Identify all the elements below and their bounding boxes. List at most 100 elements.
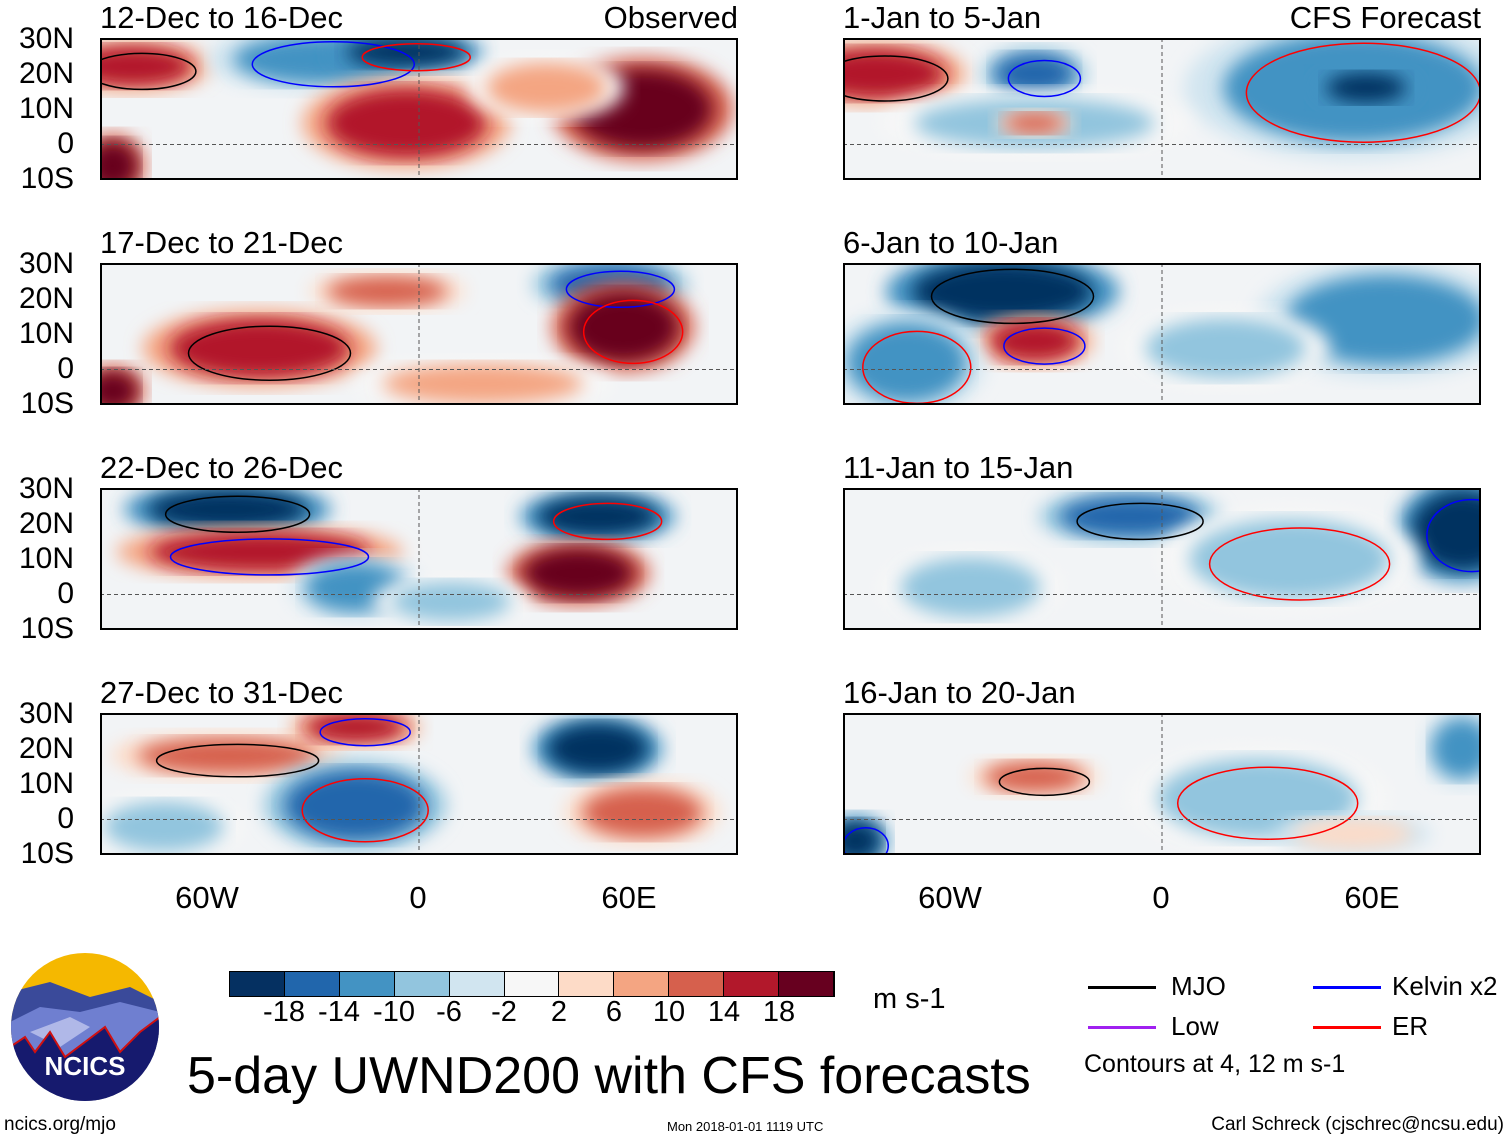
anomaly-region (846, 322, 967, 403)
lat-tick-label: 0 (57, 127, 74, 160)
map-frame (843, 38, 1481, 180)
lon-tick-label: 60E (601, 880, 657, 915)
anomaly-map (843, 38, 1481, 180)
lat-tick-label: 20N (18, 732, 74, 765)
anomaly-region (582, 787, 703, 838)
mjo-contour (100, 52, 197, 91)
logo-text: NCICS (45, 1051, 126, 1081)
footer-url[interactable]: ncics.org/mjo (4, 1114, 116, 1135)
panel-title: 22-Dec to 26-Dec (100, 450, 343, 485)
lat-tick-label: 30N (18, 22, 74, 55)
er-contour (361, 42, 471, 72)
anomaly-region (1285, 274, 1481, 365)
lat-tick-label: 30N (18, 247, 74, 280)
anomaly-region (305, 713, 406, 743)
mjo-contour (930, 268, 1095, 325)
colorbar-swatch (230, 972, 285, 996)
colorbar-tick-label: -6 (436, 996, 462, 1028)
kelvin-contour (1426, 498, 1481, 573)
lat-tick-label: 10N (18, 767, 74, 800)
map-frame (100, 713, 738, 855)
panel-title: 12-Dec to 16-Dec (100, 0, 343, 35)
colorbar-swatch (339, 972, 395, 996)
lat-tick-label: 10N (18, 542, 74, 575)
anomaly-map (100, 488, 738, 630)
map-frame (843, 263, 1481, 405)
map-frame (843, 488, 1481, 630)
anomaly-region (1060, 496, 1201, 537)
colorbar-swatch (724, 972, 780, 996)
anomaly-map (843, 488, 1481, 630)
er-contour (1176, 766, 1359, 840)
legend-label-low: Low (1171, 1011, 1219, 1041)
colorbar-tick-label: -14 (318, 996, 360, 1028)
colorbar-swatch (449, 972, 505, 996)
legend-swatch-kelvin (1313, 986, 1381, 989)
legend-swatch-low (1088, 1026, 1156, 1029)
kelvin-contour (565, 270, 676, 309)
contour-note: Contours at 4, 12 m s-1 (1084, 1050, 1346, 1078)
colorbar-swatch (669, 972, 725, 996)
map-frame (843, 713, 1481, 855)
colorbar-tick-label: 10 (652, 996, 686, 1028)
anomaly-region (568, 291, 679, 362)
kelvin-contour (319, 717, 411, 747)
anomaly-region (1431, 718, 1481, 779)
lon-tick-label: 60W (175, 880, 239, 915)
legend-label-kelvin: Kelvin x2 (1392, 971, 1498, 1001)
anomaly-region (327, 276, 448, 307)
anomaly-map (843, 263, 1481, 405)
anomaly-region (900, 557, 1041, 618)
anomaly-region (1411, 490, 1481, 571)
anomaly-region (1326, 72, 1407, 103)
colorbar-swatch (504, 972, 560, 996)
anomaly-region (103, 801, 224, 852)
lon-tick-label: 60W (918, 880, 982, 915)
anomaly-region (843, 48, 945, 99)
mjo-contour (187, 325, 352, 381)
anomaly-map (100, 38, 738, 180)
figure-title: 5-day UWND200 with CFS forecasts (187, 1047, 1031, 1105)
anomaly-region (537, 496, 658, 537)
lat-tick-label: 20N (18, 282, 74, 315)
colorbar-swatch (559, 972, 615, 996)
lat-tick-label: 10S (20, 837, 74, 870)
panel-title: 27-Dec to 31-Dec (100, 675, 343, 710)
lat-tick-label: 20N (18, 57, 74, 90)
panel-title: 11-Jan to 15-Jan (843, 450, 1074, 485)
panel-title: 6-Jan to 10-Jan (843, 225, 1059, 260)
er-contour (582, 299, 684, 365)
colorbar-swatch (394, 972, 450, 996)
legend-swatch-er (1313, 1026, 1381, 1029)
lat-tick-label: 10S (20, 162, 74, 195)
colorbar-tick-label: 14 (707, 996, 741, 1028)
colorbar-tick-label: 6 (605, 996, 623, 1028)
anomaly-region (326, 88, 487, 159)
legend-label-mjo: MJO (1171, 971, 1226, 1001)
anomaly-map (100, 713, 738, 855)
lat-tick-label: 0 (57, 352, 74, 385)
colorbar-swatch (779, 972, 834, 996)
er-contour (1208, 527, 1391, 601)
ncics-logo: NCICS (11, 953, 159, 1101)
anomaly-region (390, 581, 511, 622)
lat-tick-label: 30N (18, 697, 74, 730)
colorbar (229, 971, 835, 997)
anomaly-region (486, 62, 607, 113)
anomaly-map (843, 713, 1481, 855)
colorbar-swatch (284, 972, 340, 996)
kelvin-contour (1003, 327, 1086, 365)
anomaly-region (1145, 318, 1306, 379)
colorbar-swatch (614, 972, 670, 996)
anomaly-region (994, 53, 1075, 94)
map-frame (100, 263, 738, 405)
anomaly-region (547, 723, 648, 774)
mjo-contour (998, 767, 1091, 797)
mjo-contour (843, 55, 949, 102)
colorbar-tick-label: 18 (762, 996, 796, 1028)
kelvin-contour (169, 538, 370, 576)
lat-tick-label: 30N (18, 472, 74, 505)
anomaly-region (1293, 818, 1414, 849)
lat-tick-label: 10N (18, 317, 74, 350)
